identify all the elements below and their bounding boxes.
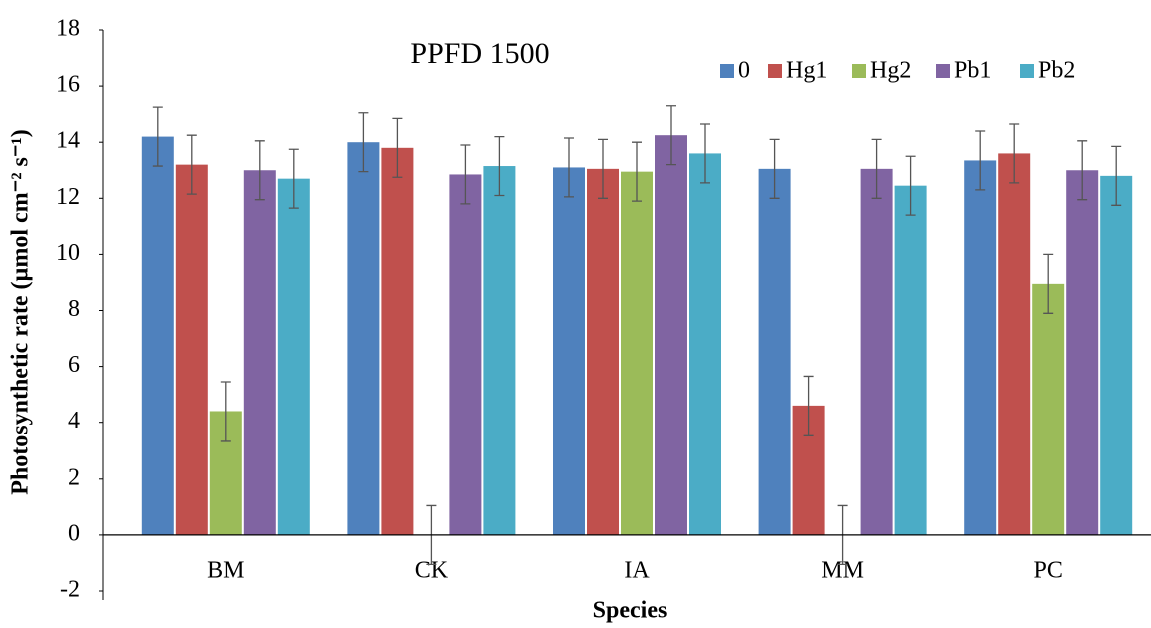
error-bar <box>871 138 882 199</box>
y-tick-label: 14 <box>56 128 80 154</box>
x-tick-label: PC <box>1034 558 1063 584</box>
y-tick-label: 6 <box>68 352 80 378</box>
error-bar <box>254 140 265 201</box>
error-bar <box>666 105 676 166</box>
error-bar <box>494 135 505 197</box>
bar <box>347 142 380 535</box>
y-tick-label: 8 <box>68 296 80 322</box>
error-bar <box>598 138 608 199</box>
legend-swatch <box>720 64 734 78</box>
error-bar <box>220 381 231 442</box>
bar <box>483 166 516 535</box>
error-bar <box>358 112 369 173</box>
y-tick-label: 0 <box>68 520 80 546</box>
error-bar <box>905 155 916 216</box>
legend-label: Hg1 <box>786 58 827 84</box>
bar <box>1066 170 1099 535</box>
error-bar <box>803 375 814 436</box>
y-tick-label: 18 <box>56 16 80 42</box>
error-bar <box>1111 145 1122 206</box>
bar <box>553 167 585 535</box>
legend-swatch <box>1020 64 1034 78</box>
error-bar <box>564 137 574 198</box>
legend-label: Pb1 <box>954 58 991 84</box>
bar <box>964 160 997 535</box>
bar <box>894 185 927 535</box>
x-axis-label: Species <box>593 598 668 624</box>
legend-swatch <box>768 64 782 78</box>
error-bar <box>1077 140 1088 201</box>
bar <box>449 174 482 535</box>
legend-label: Hg2 <box>870 58 911 84</box>
error-bar <box>1043 253 1054 314</box>
bar <box>277 178 310 535</box>
chart-title: PPFD 1500 <box>410 37 549 70</box>
bar <box>860 168 893 535</box>
error-bar <box>186 134 197 195</box>
error-bar <box>460 144 471 205</box>
legend-label: 0 <box>738 58 750 84</box>
bar <box>758 168 791 535</box>
y-axis-label: Photosynthetic rate (µmol cm⁻² s⁻¹) <box>8 129 34 494</box>
error-bar <box>1009 123 1020 184</box>
legend-label: Pb2 <box>1038 58 1075 84</box>
error-bar <box>152 106 163 167</box>
bar <box>689 153 721 535</box>
y-tick-label: -2 <box>60 577 80 603</box>
error-bar <box>632 141 642 202</box>
y-tick-label: 4 <box>68 408 80 434</box>
y-tick-label: 10 <box>56 240 80 266</box>
bar <box>1032 283 1065 535</box>
y-tick-label: 16 <box>56 72 80 98</box>
legend-swatch <box>936 64 950 78</box>
bar <box>175 164 208 535</box>
bar <box>655 135 687 535</box>
bar <box>243 170 276 535</box>
error-bar <box>288 148 299 209</box>
x-tick-label: IA <box>624 558 650 584</box>
y-tick-label: 12 <box>56 184 80 210</box>
x-tick-label: BM <box>207 558 244 584</box>
bar <box>381 147 414 535</box>
bar <box>621 171 653 535</box>
error-bar <box>392 117 403 178</box>
y-tick-label: 2 <box>68 464 80 490</box>
error-bar <box>700 123 710 184</box>
bar <box>1100 175 1133 535</box>
error-bar <box>769 138 780 199</box>
bar <box>998 153 1031 535</box>
legend-swatch <box>852 64 866 78</box>
bar <box>587 168 619 535</box>
bar <box>141 136 174 535</box>
error-bar <box>975 130 986 191</box>
